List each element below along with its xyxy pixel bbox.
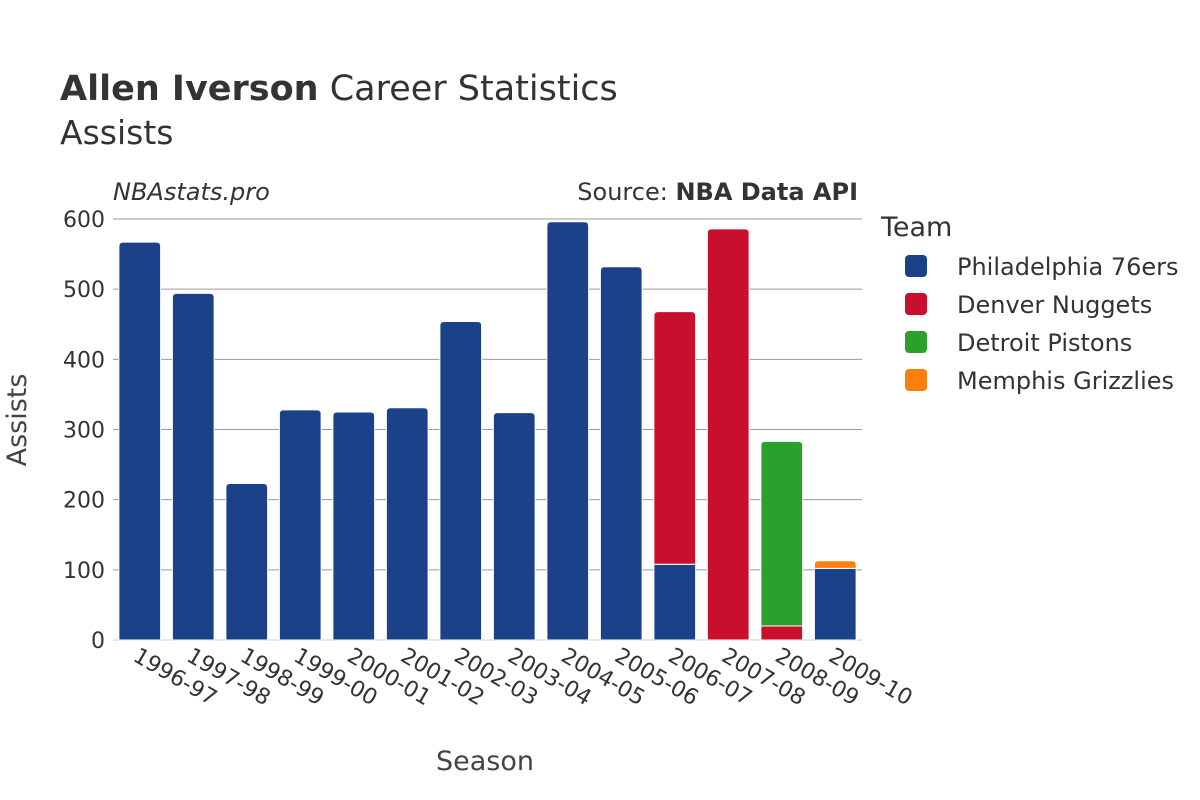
legend-title: Team bbox=[880, 212, 952, 243]
legend-item[interactable]: Detroit Pistons bbox=[905, 329, 1132, 357]
y-tick-label: 400 bbox=[63, 348, 105, 373]
legend-item[interactable]: Denver Nuggets bbox=[905, 291, 1152, 319]
source-label: Source: NBA Data API bbox=[577, 178, 858, 206]
bars bbox=[118, 221, 857, 641]
legend-label: Detroit Pistons bbox=[957, 329, 1132, 357]
legend-item[interactable]: Philadelphia 76ers bbox=[905, 253, 1179, 281]
y-tick-label: 600 bbox=[63, 208, 105, 233]
source-prefix: Source: bbox=[577, 178, 675, 206]
chart-subtitle: Assists bbox=[60, 113, 173, 152]
bar-segment bbox=[332, 411, 376, 641]
y-axis-title: Assists bbox=[2, 374, 33, 467]
bar-segment bbox=[653, 563, 697, 641]
y-tick-label: 100 bbox=[63, 559, 105, 584]
x-axis-title: Season bbox=[436, 746, 534, 777]
legend-swatch bbox=[905, 255, 927, 277]
y-tick-label: 200 bbox=[63, 489, 105, 514]
legend-label: Memphis Grizzlies bbox=[957, 367, 1174, 395]
y-tick-label: 300 bbox=[63, 419, 105, 444]
bar-segment bbox=[118, 241, 162, 641]
x-axis-ticks: 1996-971997-981998-991999-002000-012001-… bbox=[129, 644, 917, 712]
bar-segment bbox=[599, 266, 643, 641]
y-axis-ticks: 0 100 200 300 400 500 600 bbox=[63, 208, 105, 654]
legend-swatch bbox=[905, 293, 927, 315]
bar-segment bbox=[760, 625, 804, 641]
legend-swatch bbox=[905, 369, 927, 391]
bar-segment bbox=[439, 320, 483, 641]
chart-title-player: Allen Iverson bbox=[60, 69, 319, 109]
source-name: NBA Data API bbox=[675, 178, 858, 206]
y-tick-label: 0 bbox=[91, 629, 105, 654]
bar-segment bbox=[813, 560, 857, 569]
grid-lines bbox=[113, 218, 862, 641]
bar-segment bbox=[492, 412, 536, 641]
bar-segment bbox=[171, 292, 215, 641]
chart-title-rest: Career Statistics bbox=[319, 69, 618, 109]
legend-label: Philadelphia 76ers bbox=[957, 253, 1179, 281]
legend-label: Denver Nuggets bbox=[957, 291, 1152, 319]
y-tick-label: 500 bbox=[63, 278, 105, 303]
bar-segment bbox=[546, 221, 590, 641]
bar-segment bbox=[813, 567, 857, 641]
legend: Philadelphia 76ers Denver Nuggets Detroit … bbox=[905, 253, 1179, 395]
chart-title: Allen Iverson Career Statistics bbox=[60, 69, 618, 109]
bar-segment bbox=[653, 311, 697, 565]
bar-segment bbox=[706, 228, 750, 641]
bar-segment bbox=[760, 440, 804, 627]
legend-item[interactable]: Memphis Grizzlies bbox=[905, 367, 1174, 395]
legend-swatch bbox=[905, 331, 927, 353]
bar-segment bbox=[225, 483, 269, 641]
watermark: NBAstats.pro bbox=[113, 178, 270, 206]
bar-segment bbox=[385, 407, 429, 641]
bar-segment bbox=[278, 409, 322, 641]
